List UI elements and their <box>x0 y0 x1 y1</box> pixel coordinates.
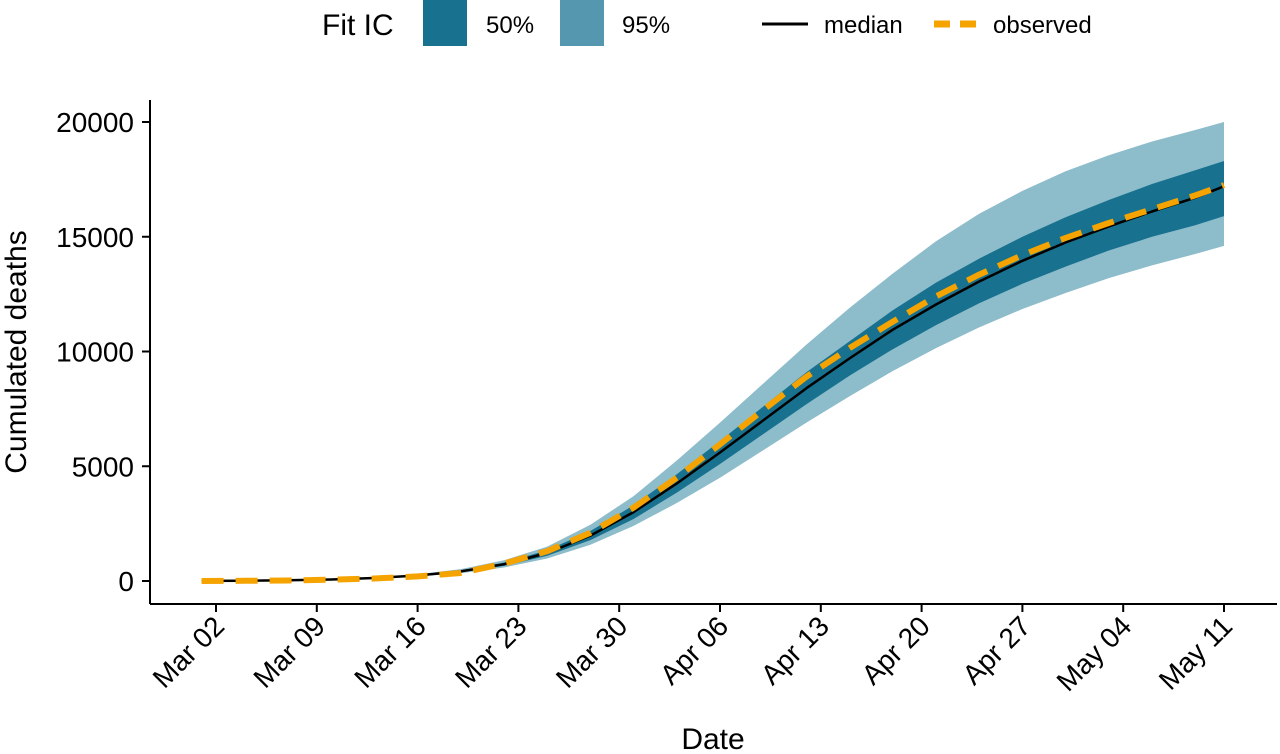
x-ticks: Mar 02 Mar 09 Mar 16 Mar 23 Mar 30 Apr 06 Apr … <box>147 604 1238 697</box>
band-95 <box>201 122 1225 581</box>
y-tick-label: 10000 <box>56 337 134 368</box>
legend: Fit IC 50% 95% median observed <box>322 0 1092 46</box>
x-tick-label: Apr 20 <box>856 610 936 690</box>
band-50 <box>201 161 1225 581</box>
confidence-bands <box>201 122 1225 581</box>
x-tick-label: Mar 09 <box>247 610 331 694</box>
legend-label-median: median <box>824 12 903 39</box>
x-tick-label: Mar 30 <box>550 610 634 694</box>
y-tick-label: 15000 <box>56 222 134 253</box>
x-tick-label: May 11 <box>1153 610 1238 695</box>
y-axis-title: Cumulated deaths <box>0 230 33 474</box>
legend-title: Fit IC <box>322 9 394 42</box>
x-tick-label: Apr 06 <box>654 610 734 690</box>
x-tick-label: Mar 16 <box>348 610 432 694</box>
legend-label-95: 95% <box>622 12 670 39</box>
legend-swatch-50 <box>423 0 467 46</box>
x-tick-label: May 04 <box>1051 610 1138 697</box>
x-axis-title: Date <box>681 723 744 754</box>
y-tick-label: 0 <box>118 566 134 597</box>
legend-label-observed: observed <box>993 12 1092 39</box>
legend-swatch-95 <box>560 0 604 46</box>
observed-line <box>201 182 1226 584</box>
series-lines <box>201 182 1226 584</box>
y-tick-label: 20000 <box>56 107 134 138</box>
x-tick-label: Apr 27 <box>956 610 1036 690</box>
x-tick-label: Apr 13 <box>755 610 835 690</box>
x-tick-label: Mar 23 <box>449 610 533 694</box>
x-tick-label: Mar 02 <box>147 610 231 694</box>
y-ticks: 0 5000 10000 15000 20000 <box>56 107 150 597</box>
y-tick-label: 5000 <box>72 451 134 482</box>
legend-label-50: 50% <box>486 12 534 39</box>
plot-area <box>201 122 1226 584</box>
